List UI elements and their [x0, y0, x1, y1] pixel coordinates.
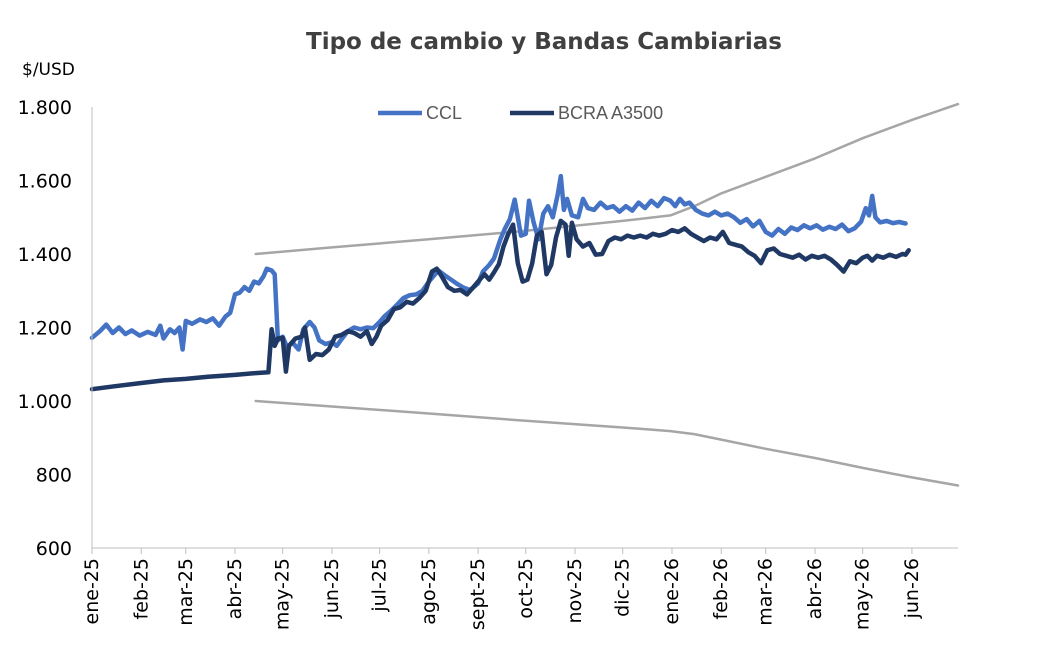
x-tick-label: mar-26	[755, 558, 777, 626]
chart-title: Tipo de cambio y Bandas Cambiarias	[306, 29, 782, 55]
legend: CCL BCRA A3500	[378, 103, 663, 123]
x-tick-label: nov-25	[564, 558, 586, 623]
y-tick-label: 600	[36, 538, 72, 560]
band-lower-line	[254, 399, 960, 487]
legend-label-ccl: CCL	[426, 103, 462, 123]
y-tick-label: 1.200	[18, 318, 72, 340]
x-tick-label: abr-25	[224, 558, 246, 619]
y-tick-label: 1.600	[18, 171, 72, 193]
x-tick-label: jun-26	[901, 558, 923, 619]
x-tick-label: ago-25	[418, 558, 440, 625]
x-tick-label: feb-25	[130, 558, 152, 619]
y-axis-label: $/USD	[22, 60, 75, 80]
x-tick-label: jun-25	[321, 558, 343, 619]
x-tick-label: dic-25	[612, 558, 634, 617]
x-tick-label: feb-26	[710, 558, 732, 619]
plot-area	[89, 102, 960, 487]
x-tick-label: mar-25	[175, 558, 197, 626]
y-tick-label: 1.400	[18, 244, 72, 266]
y-tick-labels: 600 800 1.000 1.200 1.400 1.600 1.800	[18, 97, 72, 560]
x-tick-label: abr-26	[804, 558, 826, 619]
x-tick-labels: ene-25 feb-25 mar-25 abr-25 may-25 jun-25 jul-…	[81, 548, 923, 630]
legend-label-bcra: BCRA A3500	[558, 103, 663, 123]
x-tick-label: ene-25	[81, 558, 103, 624]
x-tick-label: sept-25	[467, 558, 489, 630]
x-tick-label: ene-26	[661, 558, 683, 624]
x-tick-label: may-25	[272, 558, 294, 630]
series-line-ccl	[89, 173, 908, 352]
y-tick-label: 1.000	[18, 391, 72, 413]
x-tick-label: jul-25	[369, 558, 391, 613]
y-tick-label: 1.800	[18, 97, 72, 119]
series-line-bcra-a3500	[89, 218, 911, 392]
y-tick-label: 800	[36, 465, 72, 487]
x-tick-label: oct-25	[515, 558, 537, 619]
x-tick-label: may-26	[852, 558, 874, 630]
